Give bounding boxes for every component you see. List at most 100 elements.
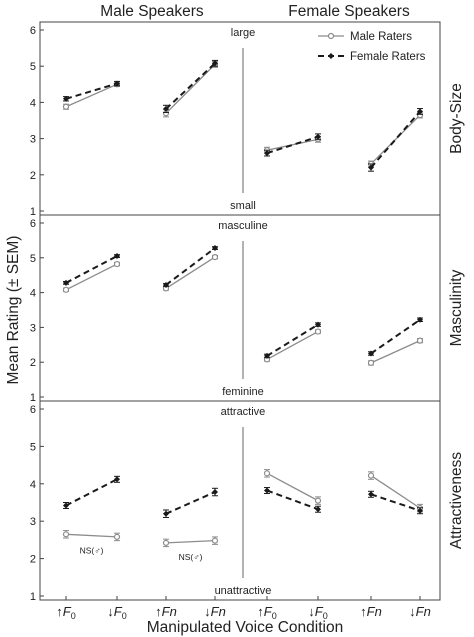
y-tick-label: 1 [30,392,36,404]
male-raters-point [367,359,375,366]
row-label: Body-Size [448,83,465,154]
row-label: Masculinity [448,269,465,346]
male-raters-point [211,537,219,544]
legend-female-label: Female Raters [350,51,426,63]
male-raters-line [370,114,421,165]
female-raters-point [212,60,218,67]
y-tick-label: 3 [30,134,36,146]
female-raters-point [163,105,169,112]
male-raters-point [62,531,70,538]
row-label: Attractiveness [448,452,465,550]
bottom-anchor-label: feminine [222,386,264,398]
y-tick-label: 2 [30,357,36,369]
female-raters-line [65,255,118,284]
male-raters-line [165,63,216,114]
female-raters-point [417,108,423,115]
y-tick-label: 2 [30,170,36,182]
x-tick-label: ↓Fn [409,604,431,619]
y-tick-label: 1 [30,591,36,603]
plot-frame [39,21,441,601]
bottom-anchor-label: small [230,200,256,212]
y-tick-label: 4 [30,479,36,491]
legend-female-marker [328,53,334,59]
y-tick-label: 6 [30,404,36,416]
male-raters-point [113,533,121,541]
male-raters-point [162,539,170,546]
female-raters-point [417,316,423,323]
x-tick-label: ↑F0 [56,604,75,621]
female-raters-line [370,110,421,169]
male-raters-line [266,138,319,151]
female-raters-line [65,82,118,100]
legend-male-label: Male Raters [350,31,412,43]
female-speakers-title: Female Speakers [288,3,410,20]
male-raters-point [416,337,424,344]
male-raters-point [263,470,271,477]
female-raters-point [212,489,218,496]
male-raters-line [266,331,319,360]
female-raters-point [114,476,120,483]
y-tick-label: 4 [30,97,36,109]
female-raters-point [368,350,374,357]
y-tick-label: 6 [30,218,36,230]
top-anchor-label: masculine [218,220,268,232]
male-raters-line [65,263,118,291]
female-raters-point [63,279,69,286]
male-raters-point [367,472,375,479]
female-raters-point [315,506,321,513]
x-tick-label: ↑F0 [257,604,276,621]
male-raters-point [62,103,70,110]
y-axis-title: Mean Rating (± SEM) [5,236,22,385]
legend-male-marker [327,32,335,40]
y-tick-label: 5 [30,441,36,453]
female-raters-line [370,493,421,512]
y-tick-label: 5 [30,253,36,265]
y-tick-label: 3 [30,516,36,528]
female-raters-point [264,487,270,494]
male-raters-point [314,497,322,504]
y-tick-label: 5 [30,61,36,73]
bottom-anchor-label: unattractive [215,585,272,597]
ns-note: NS(♂) [179,552,203,562]
female-raters-point [368,164,374,171]
male-raters-line [165,539,216,544]
y-tick-label: 3 [30,322,36,334]
male-raters-line [370,475,421,509]
female-raters-point [163,281,169,288]
female-raters-point [315,133,321,140]
female-raters-line [165,491,216,515]
female-raters-point [212,245,218,252]
female-raters-line [165,62,216,110]
female-raters-point [63,95,69,102]
y-tick-label: 2 [30,554,36,566]
female-raters-point [163,510,169,517]
x-tick-label: ↓F0 [107,604,126,621]
female-raters-line [266,135,319,155]
male-raters-line [165,256,216,289]
x-tick-label: ↓Fn [204,604,226,619]
female-raters-point [315,321,321,328]
male-raters-line [65,83,118,108]
female-raters-point [63,502,69,509]
female-raters-line [266,323,319,357]
y-tick-label: 4 [30,288,36,300]
male-raters-point [211,254,219,261]
female-raters-point [264,150,270,157]
top-anchor-label: large [231,27,255,39]
female-raters-line [65,478,118,507]
top-anchor-label: attractive [221,406,266,418]
ns-note: NS(♂) [80,546,104,556]
female-raters-line [165,247,216,286]
male-raters-point [113,260,121,268]
male-raters-point [62,286,70,293]
male-raters-line [370,340,421,364]
x-axis-title: Manipulated Voice Condition [147,619,343,636]
female-raters-point [114,80,120,87]
male-raters-line [266,472,319,502]
female-raters-point [417,507,423,514]
x-tick-label: ↑Fn [360,604,382,619]
y-tick-label: 1 [30,206,36,218]
y-tick-label: 6 [30,25,36,37]
female-raters-line [370,318,421,355]
